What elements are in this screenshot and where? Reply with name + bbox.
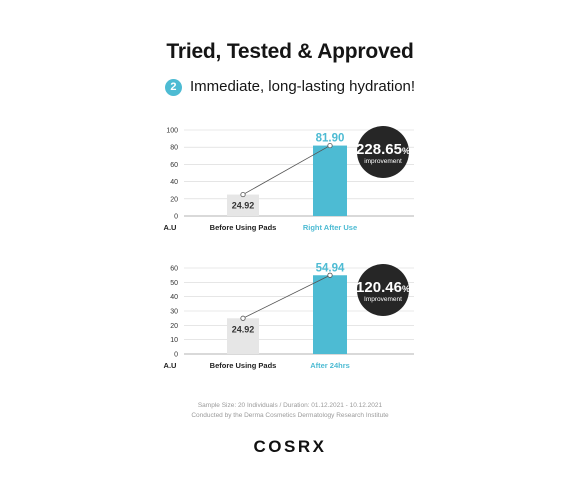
y-tick-label: 100 (166, 128, 178, 135)
trend-point (240, 191, 246, 198)
trend-line (242, 145, 331, 195)
page-title: Tried, Tested & Approved (166, 40, 414, 63)
improvement-label: Improvement (364, 296, 402, 303)
bar-before (227, 194, 259, 216)
y-tick-label: 60 (170, 266, 178, 273)
y-axis-unit: A.U (164, 361, 177, 370)
y-tick-label: 0 (174, 214, 178, 221)
y-tick-label: 20 (170, 196, 178, 203)
y-tick-label: 50 (170, 280, 178, 287)
bar-before (227, 318, 259, 354)
trend-line (242, 274, 331, 319)
y-tick-label: 10 (170, 337, 178, 344)
footnote-institute: Conducted by the Derma Cosmetics Dermato… (191, 412, 389, 419)
footnote-sample: Sample Size: 20 Individuals / Duration: … (197, 402, 383, 409)
value-label-after: 81.90 (316, 133, 345, 145)
improvement-badge (357, 264, 409, 316)
y-tick-label: 80 (170, 145, 178, 152)
category-label: After 24hrs (310, 361, 350, 370)
y-tick-label: 40 (170, 179, 178, 186)
category-label: Right After Use (303, 223, 357, 232)
y-tick-label: 20 (170, 323, 178, 330)
trend-point (327, 142, 333, 149)
y-tick-label: 0 (174, 352, 178, 359)
value-label-before: 24.92 (232, 324, 255, 334)
subtitle-text: Immediate, long-lasting hydration! (189, 78, 416, 95)
value-label-after: 54.94 (316, 262, 345, 274)
subtitle: 2 Immediate, long-lasting hydration! (0, 78, 580, 96)
trend-point (240, 315, 246, 321)
y-tick-label: 30 (170, 309, 178, 316)
brand-logo: COSRX (253, 437, 327, 456)
improvement-value: 228.65% (356, 141, 410, 158)
y-axis-unit: A.U (164, 223, 177, 232)
category-label: Before Using Pads (210, 361, 277, 370)
bar-after (313, 275, 347, 354)
value-label-before: 24.92 (232, 201, 255, 211)
category-label: Before Using Pads (210, 223, 277, 232)
bar-after (313, 145, 347, 216)
trend-point (327, 272, 333, 278)
hydration-chart-24hrs: 0 10 20 30 40 50 60 A.U Before Using Pads After 2… (164, 262, 414, 370)
improvement-label: improvement (364, 158, 402, 165)
improvement-value: 120.46% (356, 279, 410, 296)
hydration-chart-immediate: 0 20 40 60 80 100 A.U Before Using Pads Right Af… (164, 126, 414, 232)
step-number-badge: 2 (164, 79, 182, 96)
y-tick-label: 40 (170, 294, 178, 301)
y-tick-label: 60 (170, 162, 178, 169)
improvement-badge (357, 126, 409, 178)
